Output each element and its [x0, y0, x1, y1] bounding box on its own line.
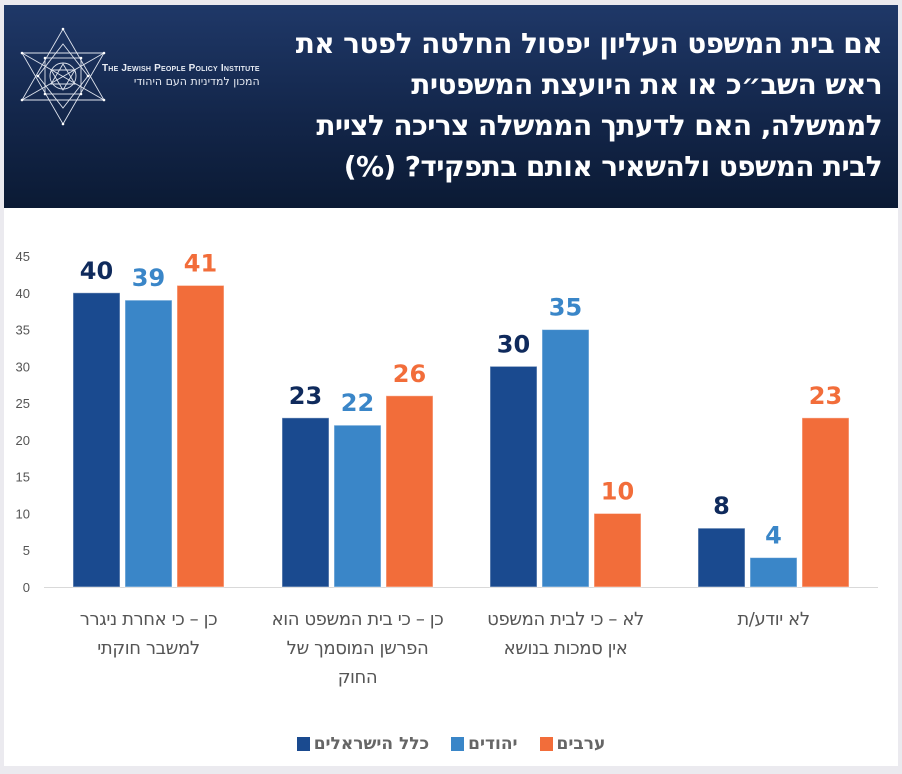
- bar-arabs: [801, 417, 850, 588]
- header-banner: The Jewish People Policy Institute המכון…: [4, 5, 898, 208]
- legend-item-jews: יהודים: [451, 734, 518, 754]
- logo-name-en: The Jewish People Policy Institute: [102, 63, 260, 74]
- x-category-label: לא – כי לבית המשפט אין סמכות בנושא: [466, 605, 666, 663]
- bar-jews: [541, 329, 590, 588]
- bar-all_israelis: [281, 417, 330, 588]
- y-tick-label: 5: [23, 543, 30, 558]
- y-tick-label: 40: [16, 286, 30, 301]
- logo-name-he: המכון למדיניות העם היהודי: [133, 75, 260, 88]
- legend-label: יהודים: [468, 734, 518, 754]
- y-tick-label: 15: [16, 470, 30, 485]
- bar-all_israelis: [489, 365, 538, 588]
- y-tick-label: 25: [16, 396, 30, 411]
- x-category-label-line: לא יודע/ת: [737, 609, 810, 630]
- y-tick-label: 35: [16, 323, 30, 338]
- x-category-label: כן – כי בית המשפט הוא הפרשן המוסמך של החוק: [258, 605, 458, 692]
- x-category-label-line: הפרשן המוסמך של: [286, 638, 429, 659]
- x-category-label: לא יודע/ת: [674, 605, 874, 634]
- chart-title: אם בית המשפט העליון יפסול החלטה לפטר את …: [295, 27, 883, 183]
- bar-jews: [749, 557, 798, 588]
- y-tick-label: 45: [16, 249, 30, 264]
- bar-jews: [333, 424, 382, 588]
- data-label-all_israelis: 23: [289, 382, 322, 410]
- bar-arabs: [176, 284, 225, 588]
- bar-jews: [124, 299, 173, 588]
- x-category-label-line: לא – כי לבית המשפט: [487, 609, 644, 630]
- data-label-jews: 39: [132, 264, 165, 292]
- legend-swatch: [539, 737, 553, 751]
- data-label-all_israelis: 30: [497, 330, 530, 358]
- legend: ערבים יהודים כלל הישראלים: [0, 734, 902, 754]
- legend-label: כלל הישראלים: [313, 734, 430, 754]
- legend-swatch: [296, 737, 310, 751]
- bar-all_israelis: [697, 527, 746, 588]
- logo-wordmark: The Jewish People Policy Institute המכון…: [102, 63, 260, 89]
- data-label-arabs: 23: [809, 382, 842, 410]
- y-tick-label: 10: [16, 506, 30, 521]
- x-category-label: כן – כי אחרת ניגרר למשבר חוקתי: [49, 605, 249, 663]
- bar-all_israelis: [72, 292, 121, 588]
- data-label-all_israelis: 40: [80, 257, 113, 285]
- legend-item-arabs: ערבים: [539, 734, 606, 754]
- y-tick-label: 30: [16, 359, 30, 374]
- data-label-jews: 22: [341, 389, 374, 417]
- data-label-jews: 35: [549, 294, 582, 322]
- bar-arabs: [593, 512, 642, 588]
- x-category-label-line: החוק: [337, 667, 378, 688]
- x-category-label-line: למשבר חוקתי: [97, 638, 200, 659]
- bar-arabs: [385, 395, 434, 588]
- data-label-arabs: 41: [184, 249, 217, 277]
- legend-item-all_israelis: כלל הישראלים: [296, 734, 430, 754]
- data-label-arabs: 10: [601, 477, 634, 505]
- data-label-jews: 4: [765, 522, 782, 550]
- chart-card: The Jewish People Policy Institute המכון…: [4, 5, 898, 766]
- y-tick-label: 20: [16, 433, 30, 448]
- x-category-label-line: אין סמכות בנושא: [503, 638, 628, 659]
- y-tick-label: 0: [23, 580, 30, 595]
- legend-label: ערבים: [556, 734, 606, 754]
- x-category-label-line: כן – כי בית המשפט הוא: [271, 609, 444, 630]
- x-category-label-line: כן – כי אחרת ניגרר: [79, 609, 218, 630]
- star-of-david-geometric-logo-icon: [20, 27, 106, 126]
- legend-swatch: [451, 737, 465, 751]
- data-label-arabs: 26: [393, 360, 426, 388]
- data-label-all_israelis: 8: [713, 492, 730, 520]
